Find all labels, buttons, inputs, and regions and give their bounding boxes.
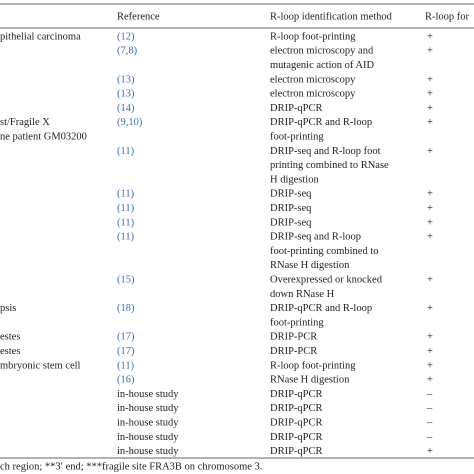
row-stub: psis [0, 303, 16, 314]
row-method: printing combined to RNase [270, 160, 389, 171]
row-stub: estes [0, 332, 20, 343]
row-reference: (18) [117, 303, 135, 314]
row-method: DRIP-qPCR and R-loop [270, 303, 372, 314]
row-reference: (16) [117, 375, 135, 386]
row-method: down RNase H [270, 289, 335, 300]
row-reference: (13) [117, 74, 135, 85]
row-reference: in-house study [117, 432, 179, 443]
row-method: DRIP-qPCR [270, 432, 323, 443]
row-method: electron microscopy and [270, 46, 374, 57]
row-reference: (11) [117, 146, 135, 157]
row-reference: (11) [117, 360, 135, 371]
row-reference: (11) [117, 217, 135, 228]
row-method: DRIP-qPCR [270, 103, 323, 114]
row-method: DRIP-PCR [270, 332, 317, 343]
row-result: + [427, 189, 433, 200]
row-method: DRIP-qPCR [270, 389, 323, 400]
row-method: DRIP-seq [270, 217, 312, 228]
row-method: DRIP-seq [270, 189, 312, 200]
row-reference: (15) [117, 275, 135, 286]
row-method: DRIP-qPCR [270, 446, 323, 457]
row-reference: (11) [117, 189, 135, 200]
row-method: R-loop foot-printing [270, 360, 356, 371]
row-result: + [427, 103, 433, 114]
row-reference: (11) [117, 232, 135, 243]
row-reference: (9,10) [117, 117, 143, 128]
row-stub: st/Fragile X [0, 117, 50, 128]
row-method: H digestion [270, 174, 319, 185]
row-stub: mbryonic stem cell [0, 360, 81, 371]
row-result: – [426, 403, 433, 414]
row-reference: (17) [117, 332, 135, 343]
header-method: R-loop identification method [270, 11, 393, 22]
row-method: electron microscopy [270, 74, 356, 85]
row-result: + [427, 89, 433, 100]
row-method: foot-printing combined to [270, 246, 378, 257]
row-result: + [427, 217, 433, 228]
row-method: DRIP-qPCR [270, 418, 323, 429]
row-method: foot-printing [270, 317, 324, 328]
row-result: + [427, 74, 433, 85]
row-method: electron microscopy [270, 89, 356, 100]
row-reference: in-house study [117, 403, 179, 414]
row-reference: in-house study [117, 418, 179, 429]
row-result: + [427, 146, 433, 157]
row-reference: (12) [117, 31, 135, 42]
row-result: + [427, 446, 433, 457]
row-method: RNase H digestion [270, 260, 350, 271]
row-reference: (17) [117, 346, 135, 357]
row-reference: in-house study [117, 389, 179, 400]
header-reference: Reference [117, 11, 160, 22]
row-reference: (7,8) [117, 46, 138, 57]
row-result: + [427, 117, 433, 128]
row-result: + [427, 232, 433, 243]
row-result: + [427, 303, 433, 314]
row-result: + [427, 332, 433, 343]
row-method: DRIP-qPCR [270, 403, 323, 414]
row-result: + [427, 375, 433, 386]
row-stub: pithelial carcinoma [0, 31, 81, 42]
row-method: DRIP-qPCR and R-loop [270, 117, 372, 128]
row-method: DRIP-seq and R-loop foot [270, 146, 381, 157]
row-result: + [427, 46, 433, 57]
row-result: – [426, 389, 433, 400]
row-result: + [427, 31, 433, 42]
row-result: – [426, 432, 433, 443]
row-method: DRIP-seq [270, 203, 312, 214]
row-method: DRIP-PCR [270, 346, 317, 357]
row-reference: (11) [117, 203, 135, 214]
row-stub: ne patient GM03200 [0, 132, 87, 143]
row-method: foot-printing [270, 132, 324, 143]
row-reference: in-house study [117, 446, 179, 457]
row-result: + [427, 275, 433, 286]
row-reference: (14) [117, 103, 135, 114]
row-stub: estes [0, 346, 20, 357]
footnote: ch region; **3′ end; ***fragile site FRA… [0, 461, 262, 472]
row-result: – [426, 418, 433, 429]
row-method: Overexpressed or knocked [270, 275, 383, 286]
row-reference: (13) [117, 89, 135, 100]
row-method: R-loop foot-printing [270, 31, 356, 42]
header-result: R-loop for [425, 11, 470, 22]
row-method: mutagenic action of AID [270, 60, 375, 71]
row-method: DRIP-seq and R-loop [270, 232, 361, 243]
row-method: RNase H digestion [270, 375, 350, 386]
row-result: + [427, 346, 433, 357]
row-result: + [427, 360, 433, 371]
row-result: + [427, 203, 433, 214]
